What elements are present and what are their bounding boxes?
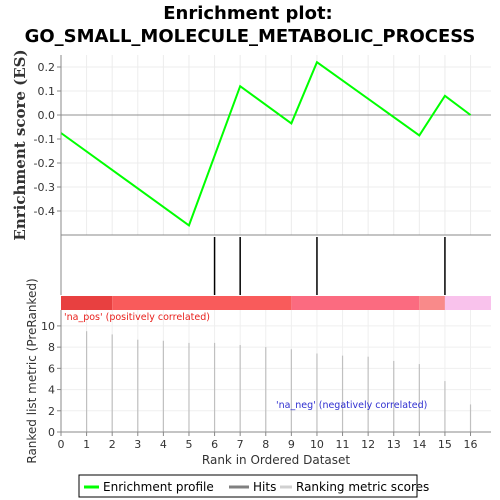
rm-x-tick-label: 1 [83, 438, 90, 451]
rm-x-tick-label: 6 [211, 438, 218, 451]
annotation-na-neg: 'na_neg' (negatively correlated) [276, 400, 427, 411]
es-y-axis-label: Enrichment score (ES) [11, 49, 29, 240]
rm-x-tick-label: 10 [310, 438, 324, 451]
es-grid [60, 55, 491, 235]
ranking-bar-segment [444, 296, 491, 310]
rm-x-tick-label: 12 [361, 438, 375, 451]
es-y-tick-label: -0.1 [34, 133, 55, 146]
rm-x-tick-label: 9 [288, 438, 295, 451]
annotation-na-pos: 'na_pos' (positively correlated) [64, 312, 210, 323]
rm-x-tick-label: 14 [412, 438, 426, 451]
ranking-grid [60, 310, 491, 433]
legend-label-ranking: Ranking metric scores [296, 480, 429, 494]
rm-x-tick-label: 2 [109, 438, 116, 451]
rm-y-tick-label: 8 [48, 341, 55, 354]
rm-x-tick-label: 7 [237, 438, 244, 451]
rm-x-tick-label: 15 [438, 438, 452, 451]
chart-title-line2: GO_SMALL_MOLECULE_METABOLIC_PROCESS [25, 26, 476, 47]
legend-label-enrichment: Enrichment profile [103, 480, 214, 494]
ranking-bar-segment [419, 296, 445, 310]
rm-x-tick-label: 8 [262, 438, 269, 451]
rm-x-ticks: 0 1 2 3 4 5 6 7 8 9 10 11 12 13 14 15 16 [58, 432, 478, 451]
ranking-bar-segment [291, 296, 420, 310]
ranking-metric-bars [85, 331, 472, 432]
rm-y-tick-label: 0 [48, 426, 55, 439]
rm-x-axis-label: Rank in Ordered Dataset [202, 453, 350, 467]
ranking-bar-segment [112, 296, 292, 310]
rm-x-tick-label: 16 [464, 438, 478, 451]
rm-y-ticks: 0 2 4 6 8 10 [41, 320, 61, 439]
hits-panel [213, 237, 446, 295]
rm-y-tick-label: 4 [48, 384, 55, 397]
rm-y-tick-label: 2 [48, 405, 55, 418]
rm-x-tick-label: 13 [387, 438, 401, 451]
rm-y-tick-label: 6 [48, 362, 55, 375]
rm-x-tick-label: 5 [185, 438, 192, 451]
es-y-tick-label: 0.1 [38, 85, 56, 98]
rm-x-tick-label: 11 [336, 438, 350, 451]
es-y-tick-label: -0.3 [34, 181, 55, 194]
legend-label-hits: Hits [253, 480, 276, 494]
chart-title-line1: Enrichment plot: [163, 3, 333, 24]
es-plot-area [61, 55, 491, 235]
es-y-tick-label: 0.0 [38, 109, 56, 122]
rm-x-tick-label: 4 [160, 438, 167, 451]
es-y-tick-label: -0.2 [34, 157, 55, 170]
es-y-tick-label: 0.2 [38, 61, 56, 74]
rm-y-tick-label: 10 [41, 320, 55, 333]
enrichment-profile-line [60, 60, 472, 227]
es-y-tick-label: -0.4 [34, 205, 55, 218]
legend: Enrichment profile Hits Ranking metric s… [78, 474, 429, 498]
rm-y-axis-label: Ranked list metric (PreRanked) [25, 278, 39, 463]
ranking-bar-segment [61, 296, 113, 310]
rm-x-tick-label: 3 [134, 438, 141, 451]
ranking-color-bar [61, 296, 491, 310]
rm-x-tick-label: 0 [58, 438, 65, 451]
es-y-ticks: 0.2 0.1 0.0 -0.1 -0.2 -0.3 -0.4 [34, 61, 61, 218]
